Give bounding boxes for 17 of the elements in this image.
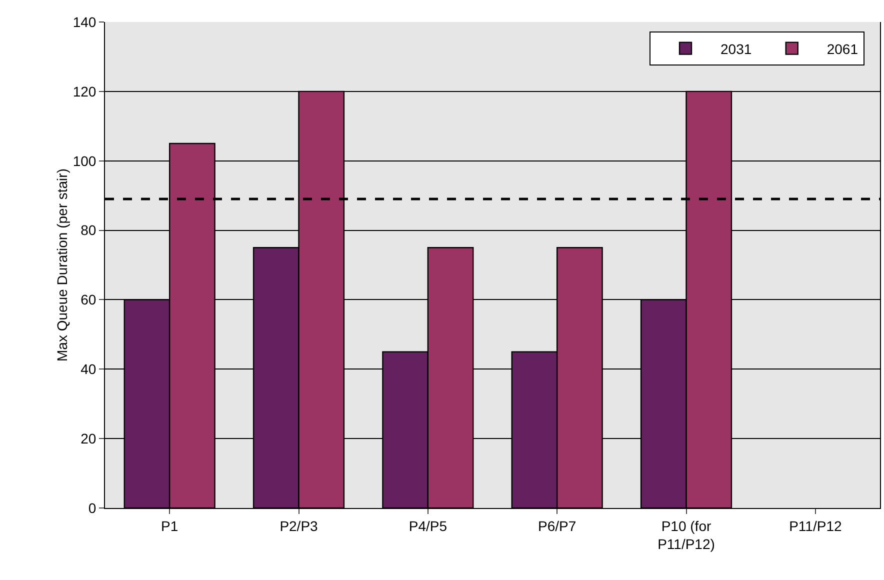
x-tick-label: P11/P12 — [789, 518, 842, 534]
y-tick-label: 0 — [88, 500, 96, 516]
x-tick-label: P4/P5 — [408, 518, 448, 534]
y-tick-label: 40 — [80, 361, 96, 378]
legend-label: 2031 — [720, 40, 752, 57]
x-tick-label: P10 (for P11/P12) — [658, 518, 715, 552]
y-tick-label: 80 — [80, 222, 96, 238]
x-tick-label: P6/P7 — [538, 518, 576, 534]
y-axis-title: Max Queue Duration (per stair) — [54, 168, 70, 362]
x-tick-label: P2/P3 — [280, 518, 318, 534]
y-tick-label: 20 — [80, 430, 96, 446]
y-tick-label: 120 — [72, 83, 96, 100]
y-tick-label: 60 — [80, 292, 96, 308]
y-tick-label: 140 — [72, 14, 96, 30]
legend-label: 2061 — [826, 40, 858, 57]
y-tick-label: 100 — [72, 152, 96, 169]
x-tick-label: P1 — [161, 518, 178, 534]
